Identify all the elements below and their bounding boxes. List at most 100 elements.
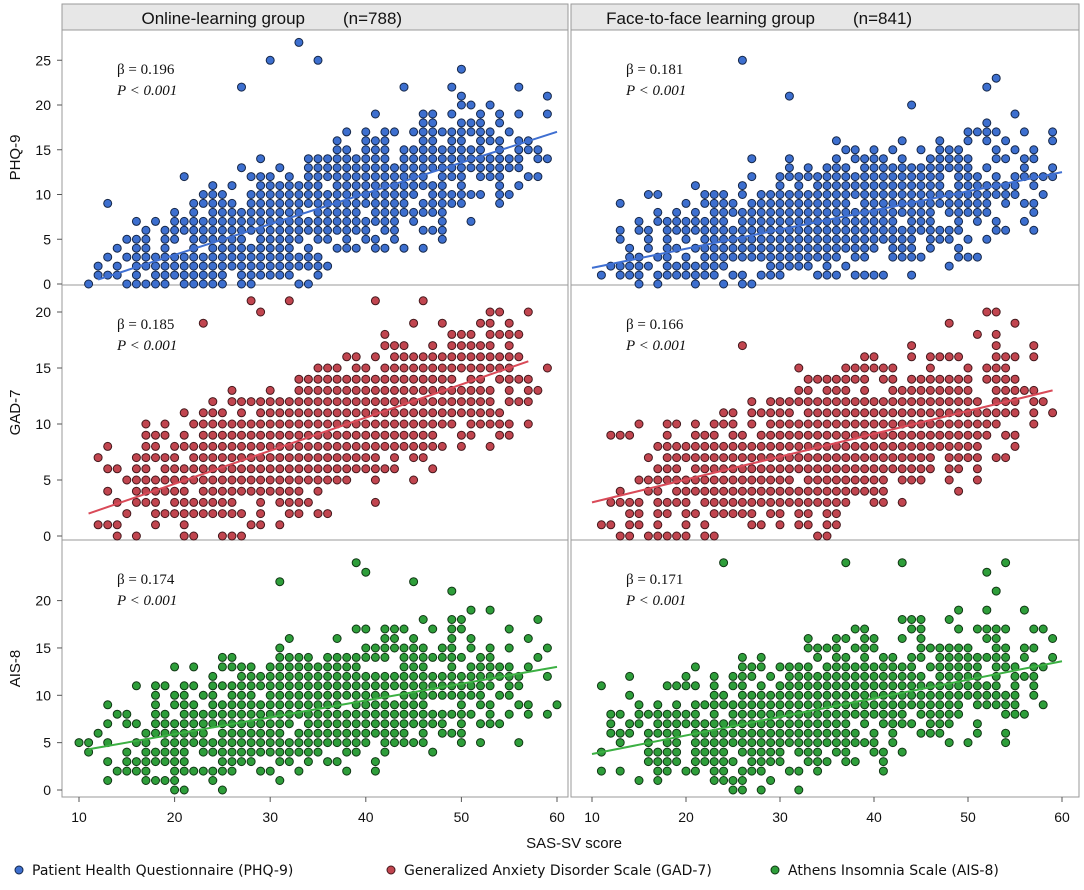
data-point [944, 163, 954, 173]
data-point [313, 709, 323, 719]
data-point [476, 127, 485, 137]
data-point [634, 475, 644, 485]
data-point [466, 363, 476, 373]
data-point [409, 318, 419, 328]
data-point [189, 225, 199, 235]
data-point [831, 207, 841, 217]
data-point [709, 531, 719, 541]
data-point [709, 497, 719, 507]
data-point [831, 243, 841, 253]
data-point [982, 163, 992, 173]
data-point [294, 652, 304, 662]
data-point [925, 719, 935, 729]
data-point [831, 709, 841, 719]
data-point [907, 207, 917, 217]
data-point [179, 766, 189, 776]
data-point [227, 475, 237, 485]
data-point [542, 643, 552, 653]
data-point [370, 207, 380, 217]
data-point [963, 252, 973, 262]
data-point [485, 700, 495, 710]
data-point [170, 441, 180, 451]
data-point [784, 252, 794, 262]
data-point [208, 181, 218, 191]
data-point [719, 766, 729, 776]
data-point [615, 738, 625, 748]
data-point [653, 776, 663, 785]
data-point [208, 252, 218, 262]
data-point [256, 154, 266, 164]
data-point [662, 464, 672, 474]
data-point [189, 441, 199, 451]
data-point [709, 709, 719, 719]
data-point [399, 719, 409, 729]
data-point [313, 509, 323, 519]
data-point [323, 225, 333, 235]
data-point [766, 757, 776, 767]
data-point [227, 198, 237, 208]
data-point [303, 172, 313, 182]
data-point [160, 738, 170, 748]
data-point [935, 430, 945, 440]
data-point [495, 690, 505, 700]
data-point [672, 531, 682, 541]
data-point [303, 385, 313, 395]
data-point [681, 709, 691, 719]
data-point [418, 109, 428, 119]
data-point [227, 225, 237, 235]
data-point [428, 408, 438, 418]
data-point [351, 738, 361, 748]
data-point [476, 738, 485, 748]
data-point [850, 671, 860, 681]
data-point [418, 662, 428, 672]
data-point [466, 190, 476, 199]
data-point [784, 234, 794, 244]
data-point [294, 453, 304, 463]
data-point [775, 757, 785, 767]
data-point [217, 270, 227, 280]
data-point [170, 757, 180, 767]
data-point [476, 352, 485, 362]
data-point [313, 719, 323, 729]
data-point [841, 198, 851, 208]
y-axis-label-ais-8: AIS-8 [7, 650, 24, 688]
data-point [662, 766, 672, 776]
data-point [690, 270, 700, 280]
data-point [409, 652, 419, 662]
data-point [944, 207, 954, 217]
data-point [737, 207, 747, 217]
data-point [265, 738, 275, 748]
data-point [523, 145, 533, 155]
data-point [897, 464, 907, 474]
data-point [332, 363, 342, 373]
data-point [409, 181, 419, 191]
data-point [878, 747, 888, 757]
y-tick-label: 10 [35, 187, 51, 203]
data-point [625, 497, 635, 507]
data-point [265, 681, 275, 691]
data-point [775, 497, 785, 507]
data-point [737, 747, 747, 757]
data-point [972, 419, 982, 429]
data-point [860, 154, 870, 164]
data-point [907, 374, 917, 384]
data-point [907, 615, 917, 624]
data-point [982, 634, 992, 643]
data-point [151, 497, 160, 507]
data-point [151, 747, 160, 757]
data-point [672, 419, 682, 429]
data-point [256, 430, 266, 440]
data-point [813, 728, 823, 738]
data-point [112, 520, 122, 530]
data-point [189, 700, 199, 710]
data-point [275, 408, 285, 418]
data-point [944, 225, 954, 235]
data-point [370, 681, 380, 691]
x-tick-label: 20 [678, 809, 694, 825]
data-point [822, 643, 832, 653]
data-point [803, 419, 813, 429]
data-point [747, 497, 757, 507]
data-point [303, 261, 313, 271]
data-point [813, 408, 823, 418]
data-point [766, 509, 776, 519]
